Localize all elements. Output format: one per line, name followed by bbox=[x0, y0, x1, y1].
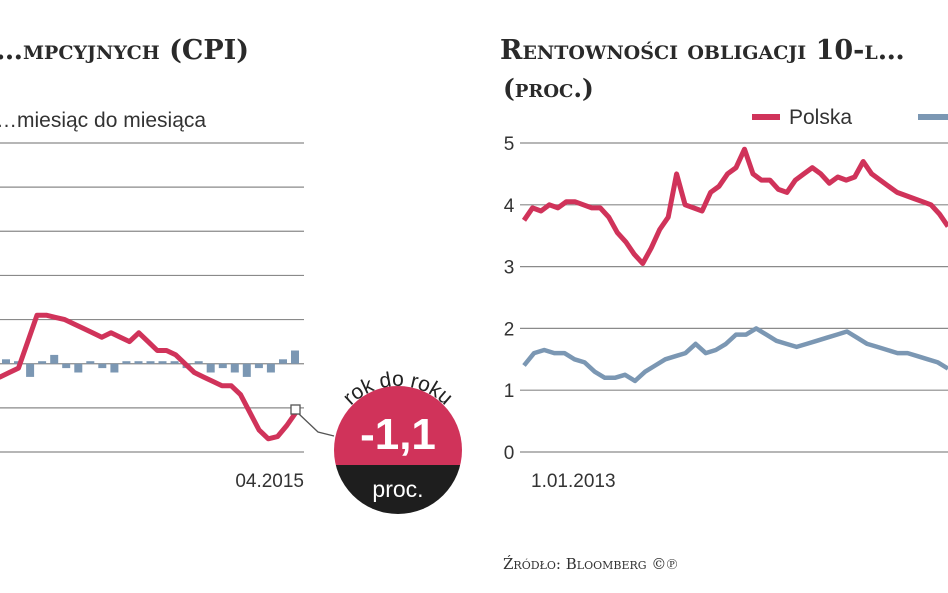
bond-y-tick-labels: 0 1 2 3 4 5 bbox=[504, 134, 515, 464]
cpi-bar bbox=[279, 359, 287, 364]
cpi-bar bbox=[110, 363, 119, 373]
bond-chart-title: Rentowności obligacji 10-l… bbox=[500, 35, 905, 66]
cpi-bar bbox=[230, 363, 239, 373]
cpi-bar bbox=[242, 363, 251, 377]
cpi-bar bbox=[266, 363, 275, 373]
cpi-bar bbox=[74, 363, 83, 373]
bond-y-tick: 0 bbox=[504, 443, 515, 464]
yoy-badge: rok do roku -1,1 proc. bbox=[334, 368, 462, 514]
bond-y-tick: 2 bbox=[504, 319, 515, 340]
cpi-last-point-marker bbox=[290, 404, 301, 415]
bond-gridlines bbox=[520, 142, 948, 453]
bond-y-tick: 1 bbox=[504, 381, 515, 402]
cpi-bar bbox=[291, 350, 299, 364]
cpi-bar bbox=[26, 363, 35, 377]
cpi-bar bbox=[134, 361, 143, 364]
cpi-bar bbox=[218, 363, 227, 369]
cpi-bar bbox=[62, 363, 71, 369]
bond-series-line-2 bbox=[522, 326, 948, 384]
badge-value: -1,1 bbox=[360, 410, 436, 459]
cpi-bar bbox=[146, 361, 155, 364]
bond-legend: Polska bbox=[752, 106, 948, 129]
cpi-bar bbox=[194, 361, 203, 364]
cpi-bar bbox=[158, 361, 167, 364]
cpi-bar bbox=[98, 363, 107, 369]
cpi-bar bbox=[86, 361, 95, 364]
cpi-bar bbox=[50, 354, 59, 364]
legend-label-polska: Polska bbox=[789, 106, 852, 129]
cpi-bar bbox=[38, 361, 47, 364]
cpi-bar bbox=[170, 361, 179, 364]
bond-chart-subtitle: (proc.) bbox=[503, 74, 594, 103]
badge-unit: proc. bbox=[372, 476, 423, 502]
cpi-gridlines bbox=[0, 142, 304, 453]
bond-y-tick: 3 bbox=[504, 258, 515, 279]
cpi-chart: …mpcyjnych (CPI) …miesiąc do miesiąca 04… bbox=[0, 35, 462, 514]
cpi-bar bbox=[206, 363, 215, 373]
cpi-yearly-line bbox=[0, 312, 299, 442]
bond-y-tick: 5 bbox=[504, 134, 515, 155]
source-note: Źródło: Bloomberg ©℗ bbox=[503, 555, 678, 573]
cpi-monthly-bars bbox=[2, 350, 299, 377]
bond-yields-chart: Rentowności obligacji 10-l… (proc.) Pols… bbox=[500, 35, 948, 492]
cpi-bar bbox=[122, 361, 131, 364]
cpi-x-tick-label: 04.2015 bbox=[235, 471, 304, 492]
bond-y-tick: 4 bbox=[504, 196, 515, 217]
badge-connector bbox=[298, 413, 335, 437]
cpi-bar bbox=[254, 363, 263, 369]
bond-series-line-polska bbox=[521, 146, 948, 266]
cpi-chart-title: …mpcyjnych (CPI) bbox=[0, 35, 249, 66]
cpi-chart-subtitle: …miesiąc do miesiąca bbox=[0, 109, 206, 132]
bond-x-tick-label: 1.01.2013 bbox=[531, 471, 616, 492]
cpi-bar bbox=[2, 359, 10, 364]
